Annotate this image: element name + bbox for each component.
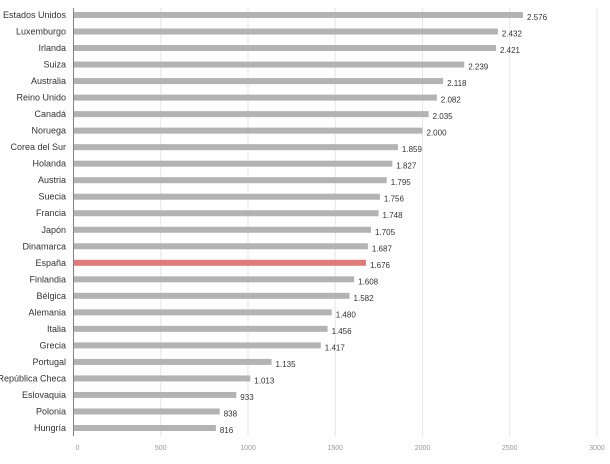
value-label: 1.795 (391, 178, 412, 187)
value-label: 2.432 (502, 30, 523, 39)
category-label: Bélgica (36, 291, 66, 301)
bar-portugal (73, 358, 272, 365)
bar-austria (73, 177, 387, 184)
category-label: Luxemburgo (16, 27, 66, 37)
category-label: Suiza (43, 60, 66, 70)
category-label: Japón (41, 225, 66, 235)
category-label: Polonia (36, 406, 66, 416)
category-label: República Checa (0, 373, 66, 383)
value-label: 1.417 (325, 343, 346, 352)
bar-bélgica (73, 292, 350, 299)
category-label: Canadá (34, 109, 66, 119)
value-label: 1.859 (402, 145, 423, 154)
category-label: Irlanda (38, 43, 66, 53)
value-label: 1.456 (332, 327, 353, 336)
value-label: 2.576 (527, 13, 548, 22)
bar-eslovaquia (73, 391, 237, 398)
value-label: 1.756 (384, 195, 405, 204)
category-label: Estados Unidos (3, 10, 67, 20)
category-label: Portugal (32, 357, 66, 367)
category-label: Suecia (38, 192, 66, 202)
bar-corea-del-sur (73, 144, 398, 151)
x-tick-label: 2500 (502, 445, 518, 452)
bar-finlandia (73, 276, 355, 283)
category-label: España (35, 258, 66, 268)
bar-suecia (73, 193, 380, 200)
value-label: 1.135 (276, 360, 297, 369)
bar-noruega (73, 127, 423, 134)
bar-grecia (73, 342, 321, 349)
category-label: Grecia (39, 340, 66, 350)
bar-hungría (73, 425, 216, 431)
category-label: Noruega (31, 126, 66, 136)
bar-japón (73, 226, 372, 233)
value-label: 816 (220, 426, 234, 435)
bar-irlanda (73, 45, 496, 52)
category-label: Austria (38, 175, 66, 185)
value-label: 2.035 (433, 112, 454, 121)
value-label: 838 (224, 409, 238, 418)
category-label: Corea del Sur (10, 142, 66, 152)
bar-dinamarca (73, 243, 368, 250)
category-label: Reino Unido (16, 93, 66, 103)
x-tick-label: 1500 (327, 445, 343, 452)
bar-españa (73, 259, 366, 266)
bar-luxemburgo (73, 28, 498, 35)
value-label: 1.705 (375, 228, 396, 237)
value-label: 1.013 (254, 376, 275, 385)
value-label: 1.676 (370, 261, 391, 270)
x-tick-label: 0 (76, 445, 80, 452)
bar-alemania (73, 309, 332, 316)
x-tick-label: 500 (155, 445, 167, 452)
value-label: 1.827 (396, 162, 417, 171)
x-tick-label: 3000 (589, 445, 605, 452)
value-label: 1.608 (358, 277, 379, 286)
value-label: 1.687 (372, 244, 393, 253)
value-label: 2.239 (468, 63, 489, 72)
category-label: Australia (31, 76, 66, 86)
value-label: 1.480 (336, 310, 357, 319)
bar-francia (73, 210, 379, 217)
x-tick-label: 1000 (240, 445, 256, 452)
bar-holanda (73, 160, 393, 167)
category-label: Francia (36, 208, 66, 218)
category-label: Italia (47, 324, 66, 334)
x-tick-label: 2000 (415, 445, 431, 452)
value-label: 2.421 (500, 46, 521, 55)
category-label: Hungría (34, 423, 66, 433)
category-label: Holanda (32, 159, 66, 169)
bar-italia (73, 325, 328, 332)
value-label: 2.000 (427, 129, 448, 138)
category-label: Dinamarca (22, 241, 66, 251)
value-label: 2.118 (447, 79, 467, 88)
category-label: Eslovaquia (22, 390, 66, 400)
value-label: 933 (240, 393, 254, 402)
category-label: Finlandia (29, 274, 66, 284)
value-label: 1.582 (354, 294, 375, 303)
bar-república-checa (73, 375, 251, 382)
bar-estados-unidos (73, 12, 524, 18)
value-label: 2.082 (441, 96, 462, 105)
bar-reino-unido (73, 94, 437, 101)
category-label: Alemania (28, 307, 66, 317)
bar-canadá (73, 111, 429, 118)
bar-suiza (73, 61, 465, 68)
bar-polonia (73, 408, 220, 415)
value-label: 1.748 (383, 211, 404, 220)
bar-australia (73, 78, 444, 85)
